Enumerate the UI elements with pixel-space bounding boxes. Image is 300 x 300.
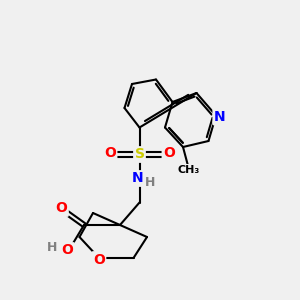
Text: N: N [132, 172, 144, 185]
Text: O: O [56, 202, 68, 215]
Text: O: O [93, 253, 105, 266]
Text: H: H [47, 241, 58, 254]
Text: O: O [163, 146, 175, 160]
Text: O: O [61, 244, 74, 257]
Text: CH₃: CH₃ [178, 165, 200, 175]
Text: H: H [145, 176, 155, 189]
Text: S: S [134, 148, 145, 161]
Text: O: O [104, 146, 116, 160]
Text: N: N [214, 110, 225, 124]
